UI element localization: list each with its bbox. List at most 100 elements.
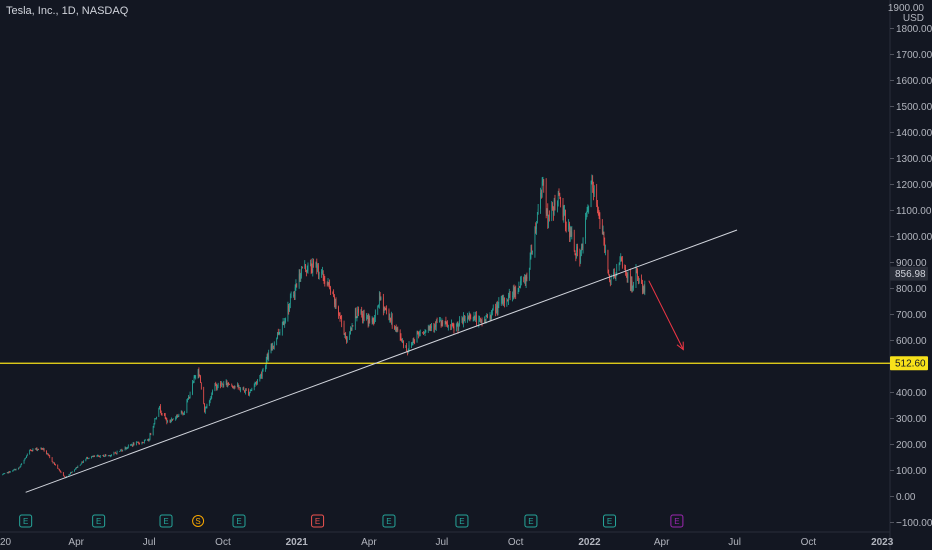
earnings-badge-shape [92,514,106,528]
candle-body [553,207,554,215]
earnings-upcoming-badge[interactable]: E [670,514,684,528]
candle-down [138,441,140,445]
candle-down [547,203,549,229]
candle-body [377,305,379,311]
split-badge[interactable]: S [192,515,205,527]
time-tick-label: 20 [0,537,12,548]
candle-down [147,438,149,442]
candle-body [526,276,528,279]
candle-down [474,315,476,321]
candle-body [408,344,410,351]
candle-down [554,194,556,211]
earnings-badge[interactable]: E [603,514,617,528]
candle-body [87,457,88,459]
candle-body [86,457,87,459]
earnings-badge[interactable]: E [232,514,246,528]
candle-body [542,180,544,182]
candle-body [543,180,545,186]
candle-up [528,267,530,281]
candle-body [642,283,643,291]
candle-body [270,346,272,353]
candle-down [462,317,464,325]
candle-body [43,448,44,450]
candle-down [182,412,184,416]
candle-body [41,447,42,449]
candle-body [55,464,56,466]
event-badge-label: E [315,517,320,526]
candle-body [261,371,263,377]
candle-body [316,262,318,271]
earnings-badge-shape [524,514,538,528]
candle-body [610,276,612,284]
candle-body [226,381,228,386]
candle-up [155,416,157,420]
candle-up [289,302,290,312]
candle-down [515,285,517,300]
candle-body [384,307,386,309]
candle-up [472,316,474,322]
earnings-badge[interactable]: E [19,514,33,528]
candle-body [64,476,66,478]
candle-down [338,305,339,319]
candle-down [367,313,369,328]
candle-up [85,458,87,462]
candle-body [18,467,19,469]
candle-body [49,455,51,458]
candle-up [79,464,81,466]
earnings-badge[interactable]: E [92,514,106,528]
time-tick-label: Oct [801,537,817,548]
earnings-badge[interactable]: E [455,514,469,528]
candle-up [534,226,536,258]
candle-body [267,355,269,360]
earnings-badge[interactable]: E [524,514,538,528]
candle-up [175,416,177,421]
price-tick-label: 400.00 [896,388,927,399]
candle-down [326,281,328,287]
time-tick-label: Apr [654,537,670,548]
candle-body [141,442,143,444]
candle-body [367,315,368,318]
candle-body [571,232,573,237]
candle-body [582,238,584,249]
candle-body [99,455,101,458]
candle-body [87,458,89,460]
candle-down [38,448,39,450]
candle-body [109,455,111,457]
candle-body [307,264,309,271]
candle-up [366,313,367,321]
candle-down [413,337,415,344]
candle-body [395,326,397,329]
candle-up [461,315,463,323]
candle-up [396,327,398,333]
candle-up [349,331,351,340]
candle-down [453,323,455,334]
earnings-badge-shape [19,514,33,528]
candle-body [48,454,50,456]
candle-up [149,432,151,441]
earnings-badge[interactable]: E [159,514,173,528]
candle-down [59,469,61,473]
candle-up [119,451,120,452]
candle-up [119,449,121,452]
earnings-badge[interactable]: E [382,514,396,528]
axis-currency-label: 1900.00 USD [888,4,924,24]
candle-body [178,414,180,416]
candle-up [408,341,410,352]
candle-down [31,449,33,452]
candle-body [602,224,603,235]
candle-up [508,288,510,299]
candle-body [302,267,303,269]
earnings-badge[interactable]: E [311,514,325,528]
candle-body [368,317,370,324]
candle-body [201,382,202,389]
candle-body [222,383,224,387]
candle-down [94,455,96,458]
candle-up [619,256,621,266]
candle-down [394,325,395,330]
candle-down [560,196,561,208]
candle-down [531,244,533,255]
candle-down [293,290,295,301]
candle-body [390,317,391,321]
